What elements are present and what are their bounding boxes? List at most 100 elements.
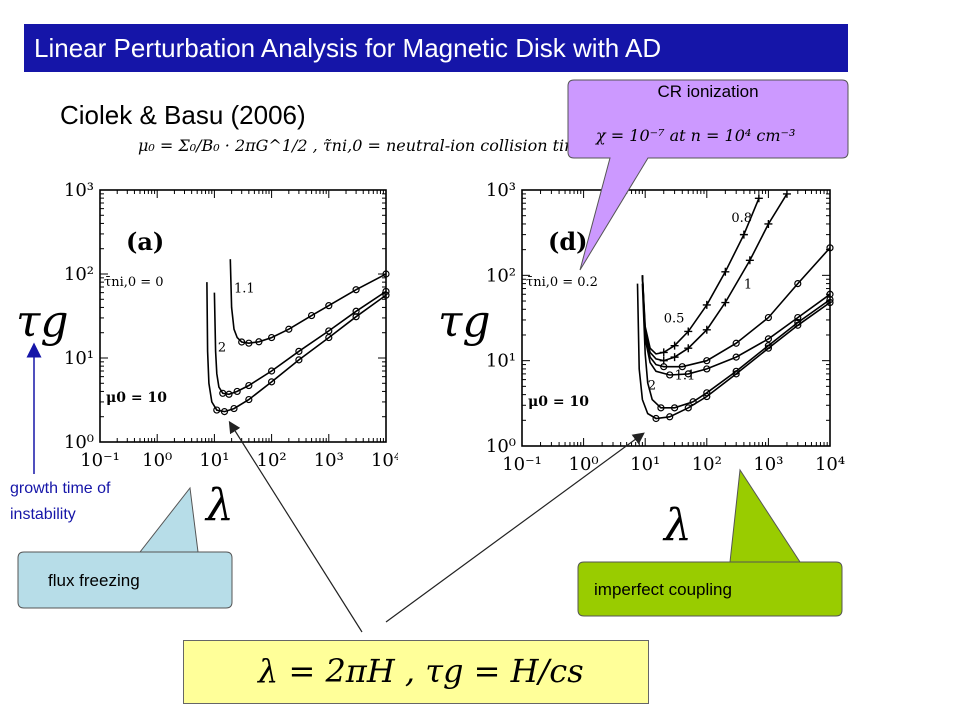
flux-callout-shape <box>17 486 233 609</box>
data-point-0-1-6 <box>233 387 241 396</box>
data-point-1-5-9 <box>764 344 772 352</box>
tau-g-label-left: τg <box>16 296 69 347</box>
data-point-1-2-9 <box>794 280 802 288</box>
x-tick-label-0-3: 10² <box>257 450 287 471</box>
x-tick-label-0-1: 10⁰ <box>142 450 172 471</box>
data-point-1-0-5 <box>670 341 679 350</box>
y-tick-label-1-2: 10² <box>486 265 516 286</box>
data-point-1-3-7 <box>732 353 740 361</box>
data-point-0-0-5 <box>245 339 253 347</box>
data-point-0-1-5 <box>225 390 233 398</box>
data-point-1-0-8 <box>721 267 730 276</box>
plot-panel-d: 10⁻¹ 10⁰ 10¹ 10² 10³ 10⁴10⁰10¹10²10³0.50.811.… <box>486 180 845 475</box>
data-point-0-1-9 <box>295 347 303 355</box>
data-point-1-2-10 <box>826 244 834 252</box>
axis-ticks-0 <box>99 190 386 443</box>
data-point-0-2-12 <box>382 291 390 299</box>
x-tick-label-0-4: 10³ <box>314 450 344 471</box>
data-point-0-2-6 <box>230 404 238 413</box>
panel-label-1: (d) <box>548 227 588 256</box>
data-point-1-2-8 <box>764 313 772 322</box>
data-point-1-5-6 <box>684 404 692 412</box>
data-point-1-4-5 <box>670 404 679 412</box>
y-tick-label-1-1: 10¹ <box>486 351 516 372</box>
plot-frame-1 <box>521 189 831 447</box>
y-tick-label-0-1: 10¹ <box>64 348 94 369</box>
y-tick-label-0-2: 10² <box>64 264 94 285</box>
data-point-1-2-5 <box>678 363 686 371</box>
panel-annotation-0: τ̄ni,0 = 0 <box>104 275 164 290</box>
data-point-0-2-4 <box>213 406 221 414</box>
data-point-1-5-8 <box>732 370 740 378</box>
series-label-1-0: 0.5 <box>664 312 685 327</box>
data-point-0-0-12 <box>382 270 390 278</box>
cr-callout-label: CR ionization <box>657 82 759 101</box>
pointer-line-right <box>385 432 645 623</box>
data-point-1-0-9 <box>739 230 748 239</box>
data-point-1-1-5 <box>670 353 679 362</box>
data-point-1-3-10 <box>826 290 834 298</box>
plot-frame-0 <box>99 189 387 443</box>
series-line-1-5 <box>636 283 831 420</box>
data-point-0-2-7 <box>245 395 253 404</box>
axis-ticks-1 <box>521 190 830 447</box>
mu-label-1: μ0 = 10 <box>528 394 589 410</box>
x-tick-label-0-0: 10⁻¹ <box>80 450 120 471</box>
plot-panel-a: 10⁻¹ 10⁰ 10¹ 10² 10³ 10⁴10⁰10¹10²10³1.12(a)τ̄… <box>64 180 398 471</box>
data-point-1-3-6 <box>703 365 711 373</box>
series-label-1-2: 1 <box>744 278 752 293</box>
y-tick-label-1-3: 10³ <box>486 180 516 201</box>
data-point-1-4-4 <box>657 404 665 412</box>
y-tick-label-0-0: 10⁰ <box>64 432 94 453</box>
series-line-0-0 <box>229 259 387 345</box>
data-point-1-0-6 <box>684 327 693 336</box>
data-point-0-2-11 <box>352 313 360 321</box>
series-line-0-1 <box>213 290 387 396</box>
data-point-1-3-5 <box>684 370 692 378</box>
panel-label-0: (a) <box>126 227 164 256</box>
x-tick-label-1-3: 10² <box>692 454 722 475</box>
data-point-0-1-12 <box>382 287 390 296</box>
data-point-1-5-10 <box>794 321 802 329</box>
series-label-1-4: 2 <box>648 378 656 393</box>
tau-g-label-right: τg <box>438 296 491 347</box>
data-point-1-5-11 <box>826 298 834 307</box>
data-point-0-1-8 <box>268 367 276 375</box>
data-point-1-0-4 <box>659 348 668 357</box>
data-point-0-0-10 <box>325 302 333 310</box>
cr-callout-shape <box>567 79 849 271</box>
data-point-1-1-10 <box>764 219 773 228</box>
pointer-line-left <box>228 420 363 633</box>
data-point-0-0-8 <box>285 325 293 333</box>
data-point-1-2-6 <box>703 357 711 365</box>
x-tick-label-1-4: 10³ <box>753 454 783 475</box>
flux-callout-label: flux freezing <box>48 571 140 590</box>
data-point-1-1-11 <box>782 189 791 198</box>
x-tick-label-1-1: 10⁰ <box>569 454 599 475</box>
data-point-1-3-8 <box>764 335 772 343</box>
data-point-1-3-9 <box>794 313 802 322</box>
series-label-1-3: 1.1 <box>675 369 696 384</box>
data-point-1-5-4 <box>652 414 660 423</box>
data-point-1-5-5 <box>666 413 674 421</box>
lambda-label-right: λ <box>664 500 692 551</box>
data-point-1-1-7 <box>702 325 711 334</box>
series-label-0-0: 1.1 <box>234 282 255 297</box>
data-point-0-0-6 <box>255 338 263 346</box>
series-line-1-2 <box>641 247 831 368</box>
data-point-0-1-7 <box>245 381 253 390</box>
x-tick-label-0-5: 10⁴ <box>371 450 398 471</box>
x-tick-label-1-2: 10¹ <box>630 454 660 475</box>
panel-annotation-1: τ̄ni,0 = 0.2 <box>526 275 598 290</box>
scaling-formula: λ = 2πH , τg = H/cs <box>258 652 584 690</box>
lambda-label-left: λ <box>206 480 234 531</box>
data-point-1-3-4 <box>666 371 674 379</box>
series-label-0-1: 2 <box>218 340 226 355</box>
data-point-0-1-10 <box>325 327 333 335</box>
y-tick-label-0-3: 10³ <box>64 180 94 201</box>
data-point-0-0-7 <box>268 333 276 342</box>
data-point-1-0-10 <box>754 194 763 203</box>
data-point-0-2-5 <box>220 408 229 416</box>
series-label-1-1: 0.8 <box>731 211 752 226</box>
data-point-1-0-7 <box>702 300 711 309</box>
